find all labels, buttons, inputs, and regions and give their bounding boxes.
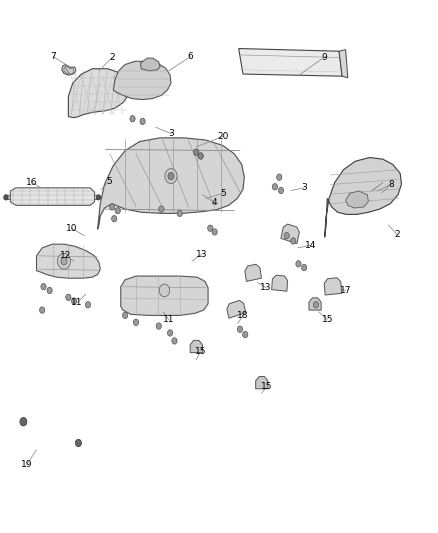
Circle shape (172, 338, 177, 344)
Circle shape (123, 312, 128, 319)
Polygon shape (339, 50, 348, 78)
Circle shape (110, 204, 115, 210)
Polygon shape (227, 301, 246, 318)
Circle shape (112, 215, 117, 222)
Circle shape (47, 287, 52, 294)
Circle shape (168, 172, 174, 180)
Text: 13: 13 (261, 283, 272, 292)
Circle shape (66, 294, 71, 301)
Text: 2: 2 (109, 53, 115, 62)
Text: 18: 18 (237, 311, 249, 320)
Text: 16: 16 (26, 178, 38, 187)
Text: 15: 15 (194, 347, 206, 356)
Circle shape (177, 210, 182, 216)
Text: 15: 15 (261, 382, 273, 391)
Text: 19: 19 (21, 460, 33, 469)
Circle shape (208, 225, 213, 231)
Polygon shape (281, 224, 299, 244)
Polygon shape (4, 195, 11, 199)
Circle shape (167, 330, 173, 336)
Circle shape (159, 206, 164, 212)
Polygon shape (98, 138, 244, 229)
Circle shape (290, 238, 296, 244)
Circle shape (4, 195, 8, 200)
Circle shape (75, 439, 81, 447)
Text: 8: 8 (389, 180, 394, 189)
Text: 11: 11 (71, 298, 83, 307)
Text: 7: 7 (50, 52, 56, 61)
Circle shape (71, 298, 77, 304)
Text: 9: 9 (321, 53, 327, 62)
Circle shape (61, 257, 67, 265)
Polygon shape (36, 244, 100, 278)
Text: 3: 3 (168, 129, 174, 138)
Circle shape (243, 332, 248, 338)
Circle shape (301, 264, 307, 271)
Circle shape (85, 302, 91, 308)
Circle shape (279, 187, 284, 193)
Circle shape (165, 168, 177, 183)
Polygon shape (121, 276, 208, 316)
Circle shape (237, 326, 243, 333)
Text: 3: 3 (301, 183, 307, 192)
Circle shape (159, 284, 170, 297)
Text: 5: 5 (220, 189, 226, 198)
Circle shape (194, 149, 199, 156)
Text: 14: 14 (305, 241, 316, 250)
Text: 10: 10 (66, 224, 77, 233)
Polygon shape (272, 275, 288, 291)
Circle shape (130, 116, 135, 122)
Text: 17: 17 (340, 286, 351, 295)
Circle shape (296, 261, 301, 267)
Polygon shape (64, 66, 74, 74)
Circle shape (156, 323, 161, 329)
Polygon shape (113, 61, 171, 100)
Circle shape (20, 417, 27, 426)
Text: 20: 20 (218, 132, 229, 141)
Text: 4: 4 (212, 198, 217, 207)
Circle shape (212, 229, 217, 235)
Polygon shape (239, 49, 342, 76)
Polygon shape (346, 191, 368, 208)
Text: 12: 12 (60, 252, 71, 260)
Circle shape (277, 174, 282, 180)
Circle shape (96, 195, 101, 200)
Circle shape (198, 153, 203, 159)
Circle shape (115, 207, 120, 214)
Circle shape (57, 253, 71, 269)
Text: 6: 6 (188, 52, 194, 61)
Circle shape (39, 307, 45, 313)
Polygon shape (62, 64, 76, 75)
Circle shape (140, 118, 145, 125)
Text: 13: 13 (196, 250, 207, 259)
Circle shape (41, 284, 46, 290)
Polygon shape (325, 158, 402, 237)
Circle shape (313, 302, 318, 308)
Polygon shape (309, 298, 321, 310)
Polygon shape (256, 376, 268, 389)
Polygon shape (190, 341, 202, 353)
Polygon shape (68, 69, 128, 118)
Circle shape (284, 232, 289, 239)
Polygon shape (141, 58, 160, 71)
Circle shape (272, 183, 278, 190)
Text: 11: 11 (163, 315, 174, 324)
Text: 5: 5 (106, 177, 112, 186)
Text: 15: 15 (321, 315, 333, 324)
Polygon shape (324, 278, 342, 295)
Polygon shape (11, 188, 95, 205)
Text: 2: 2 (394, 230, 400, 239)
Polygon shape (245, 264, 261, 281)
Polygon shape (95, 195, 100, 199)
Circle shape (134, 319, 139, 326)
